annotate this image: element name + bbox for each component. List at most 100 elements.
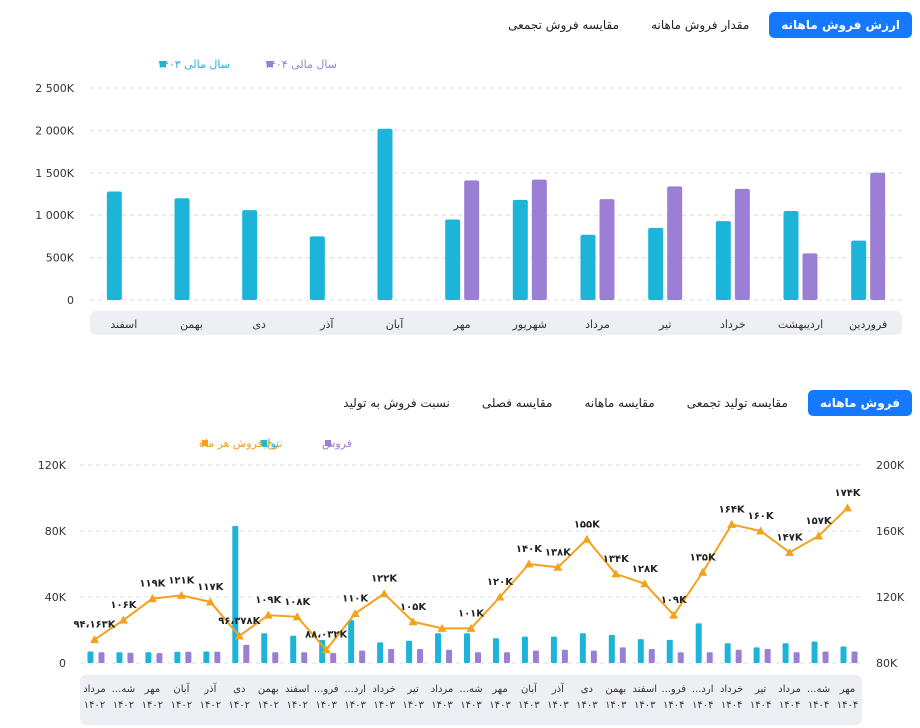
tab-monthly-sales[interactable]: فروش ماهانه [807, 390, 912, 416]
x-tick-year-label: ۱۴۰۳ [576, 700, 598, 711]
bar-production [724, 643, 731, 663]
sales-rate-point [524, 559, 534, 568]
x-tick-month-label: آبان [173, 682, 190, 695]
bar-sales [185, 651, 192, 663]
bar-1404 [802, 253, 818, 300]
legend-swatch-1403 [160, 61, 166, 67]
bar-production [464, 633, 470, 663]
x-tick-month-label: بهمن [605, 684, 626, 695]
x-axis-band [80, 675, 862, 725]
bar-sales [677, 652, 684, 663]
data-label: ۱۵۵K [574, 519, 601, 530]
y-tick-label: 2 500K [35, 82, 74, 95]
y-right-tick-label: 200K [876, 459, 905, 472]
x-tick-label: خرداد [720, 318, 746, 331]
x-tick-month-label: مرداد [778, 684, 801, 695]
data-label: ۱۲۰K [487, 577, 514, 588]
x-tick-year-label: ۱۴۰۴ [692, 700, 713, 711]
sales-rate-point [785, 547, 795, 556]
tab-monthly-comparison[interactable]: مقایسه ماهانه [584, 396, 655, 410]
bar-sales [561, 649, 568, 663]
data-label: ۱۳۴K [603, 554, 630, 565]
legend-label-1403: سال مالی ۱۴۰۳ [157, 58, 230, 71]
bar-production [695, 623, 702, 663]
data-label: ۱۰۶K [110, 600, 137, 611]
bar-production [666, 639, 673, 663]
bar-production [377, 642, 384, 663]
legend-label-sales-rate: نرخ فروش هر ماه [199, 437, 283, 450]
tab-monthly-sales-value[interactable]: ارزش فروش ماهانه [769, 12, 912, 38]
x-tick-label: فروردین [849, 318, 887, 331]
bar-sales [851, 651, 858, 663]
x-tick-month-label: آذر [551, 682, 565, 695]
x-tick-label: بهمن [180, 318, 203, 331]
bottom-tabs: فروش ماهانه مقایسه تولید تجمعی مقایسه ما… [331, 390, 912, 416]
sales-rate-point [437, 623, 447, 632]
x-tick-year-label: ۱۴۰۲ [200, 700, 221, 711]
bar-sales [272, 652, 279, 663]
tab-seasonal-comparison[interactable]: مقایسه فصلی [481, 396, 553, 410]
x-tick-month-label: خرداد [720, 684, 743, 695]
sales-rate-point [640, 579, 650, 588]
bar-1403 [512, 199, 528, 300]
bar-sales [156, 653, 163, 663]
data-label: ۱۰۹K [661, 595, 688, 606]
sales-rate-point [321, 645, 331, 654]
bar-production [290, 635, 297, 663]
data-label: ۹۶،۳۷۸K [218, 616, 261, 627]
x-tick-label: آذر [319, 317, 334, 331]
x-tick-month-label: خرداد [372, 684, 395, 695]
y-left-tick-label: 80K [45, 525, 67, 538]
tab-monthly-sales-quantity[interactable]: مقدار فروش ماهانه [651, 18, 750, 32]
x-tick-year-label: ۱۴۰۳ [431, 700, 453, 711]
x-tick-month-label: دی [581, 684, 593, 695]
data-label: ۱۰۵K [400, 602, 427, 613]
bar-sales [503, 652, 510, 663]
x-tick-year-label: ۱۴۰۳ [315, 700, 337, 711]
x-tick-month-label: شه... [112, 684, 135, 695]
x-tick-year-label: ۱۴۰۳ [402, 700, 424, 711]
x-tick-month-label: بهمن [258, 684, 279, 695]
data-label: ۱۰۸K [284, 597, 311, 608]
bar-1403 [648, 227, 664, 300]
y-tick-label: 0 [67, 294, 74, 307]
bar-sales [127, 652, 134, 663]
sales-rate-point [756, 526, 766, 535]
bar-production [782, 643, 789, 663]
annual-sales-chart: سال مالی ۱۴۰۴ سال مالی ۱۴۰۳ 0 500K 1 000K 1… [35, 58, 902, 335]
data-label: ۱۱۷K [197, 582, 224, 593]
bar-1403 [174, 198, 190, 300]
y-tick-label: 500K [46, 252, 75, 265]
bar-production [406, 640, 413, 663]
data-label: ۱۵۷K [806, 516, 833, 527]
x-tick-label: شهریور [512, 318, 547, 331]
x-tick-month-label: فرو... [661, 684, 686, 695]
sales-rate-point [350, 609, 360, 617]
data-label: ۱۴۰K [516, 544, 543, 555]
bar-sales [214, 651, 221, 663]
x-tick-month-label: شه... [807, 684, 830, 695]
tab-cumulative-sales-comparison[interactable]: مقایسه فروش تجمعی [508, 18, 620, 32]
x-tick-month-label: اسفند [285, 684, 309, 695]
sales-rate-point [466, 623, 476, 632]
tab-cumulative-production-comparison[interactable]: مقایسه تولید تجمعی [686, 396, 788, 410]
x-tick-month-label: فرو... [314, 684, 339, 695]
tab-sales-to-production-ratio[interactable]: نسبت فروش به تولید [343, 396, 450, 410]
bar-1403 [106, 191, 122, 300]
legend-swatch-sales [325, 440, 331, 446]
bar-production [579, 633, 586, 663]
bar-production [492, 638, 499, 663]
bar-1404 [464, 180, 480, 300]
x-tick-year-label: ۱۴۰۲ [286, 700, 307, 711]
bar-production [87, 651, 94, 663]
bar-sales [446, 649, 453, 663]
sales-rate-point [495, 592, 505, 601]
bar-production [608, 634, 615, 663]
bar-1403 [783, 210, 799, 300]
y-tick-label: 1 500K [35, 167, 74, 180]
x-tick-year-label: ۱۴۰۳ [547, 700, 569, 711]
x-tick-year-label: ۱۴۰۴ [721, 700, 742, 711]
sales-rate-point [176, 590, 186, 599]
x-tick-year-label: ۱۴۰۲ [113, 700, 134, 711]
sales-rate-point [118, 615, 128, 624]
